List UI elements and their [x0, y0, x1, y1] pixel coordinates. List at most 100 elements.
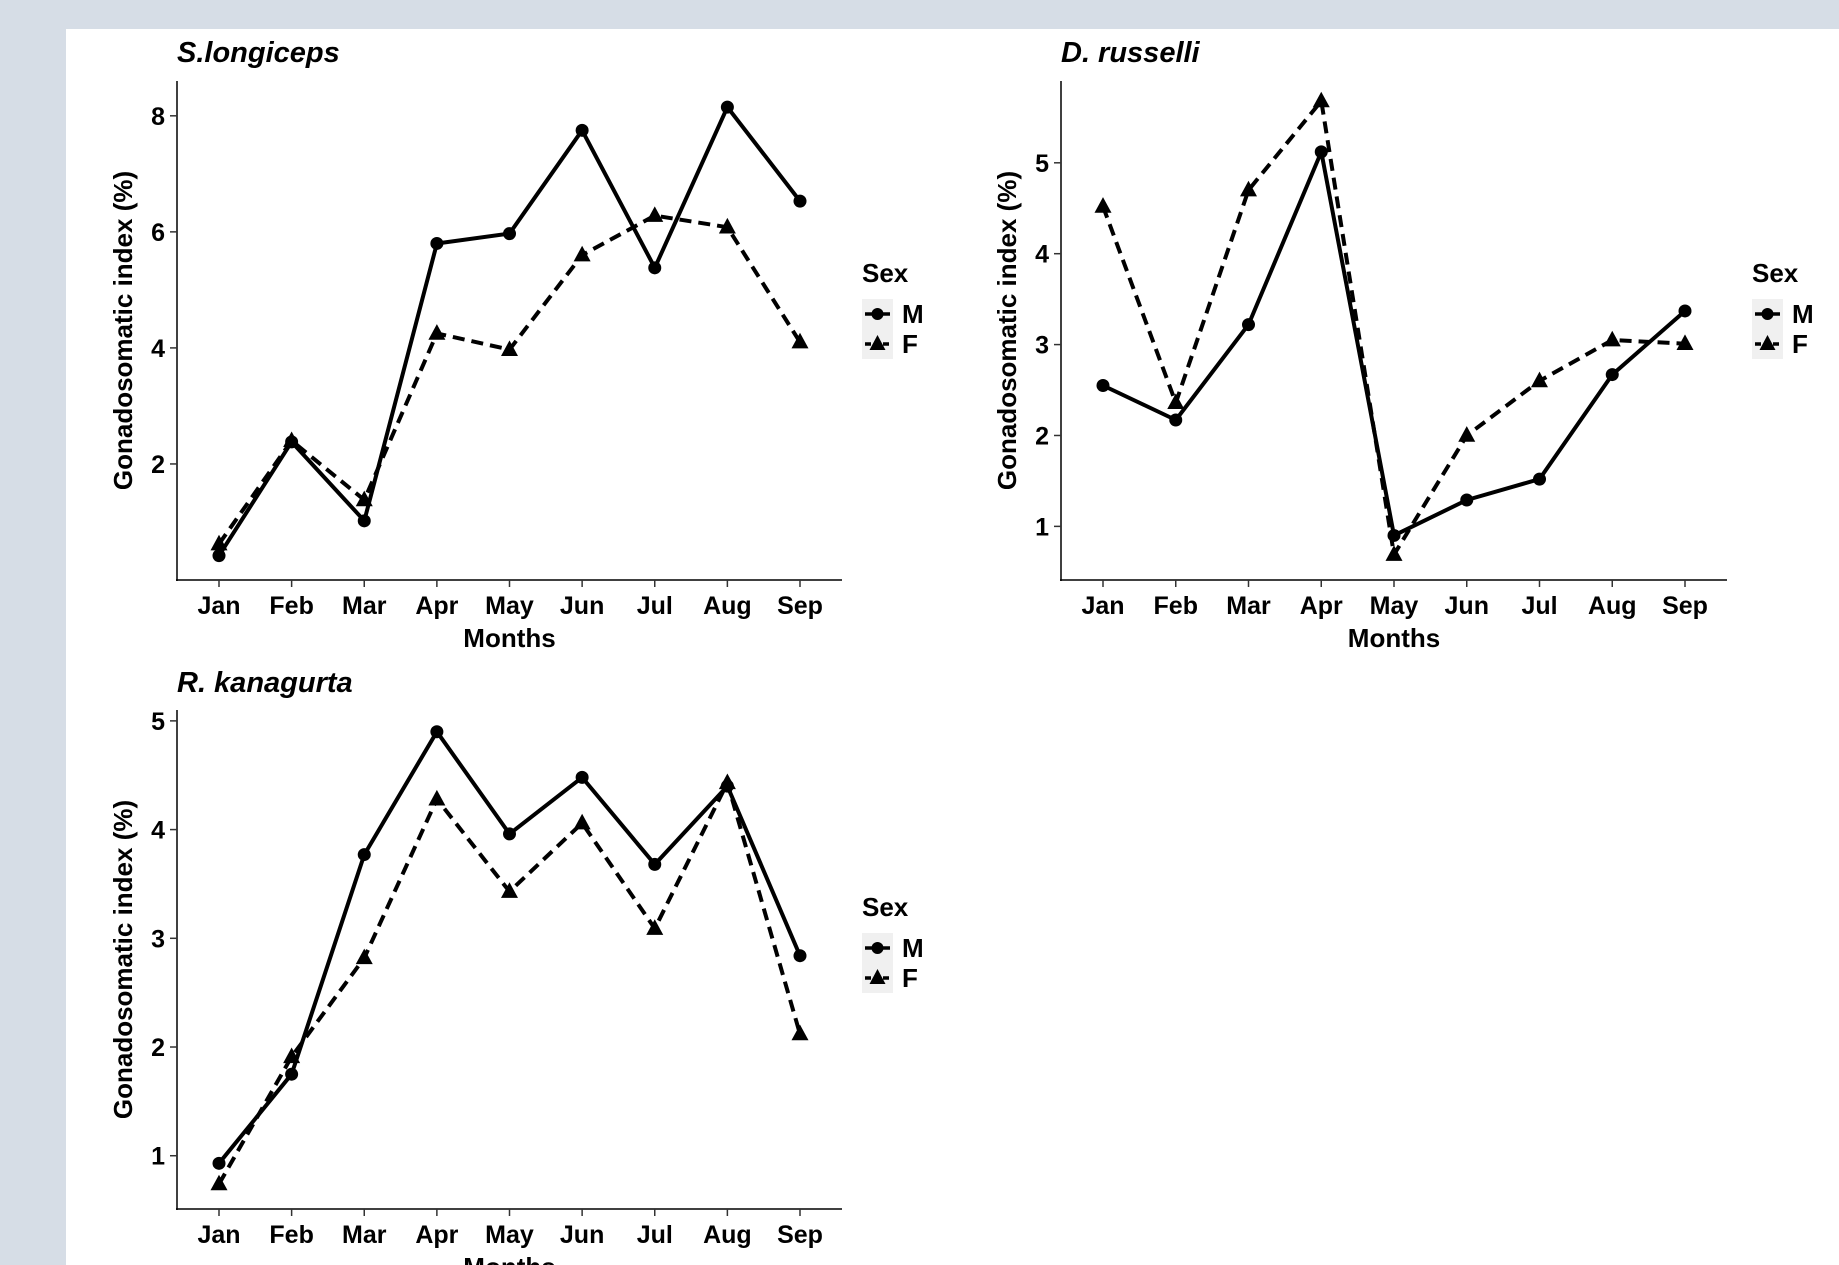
panel-3-series-m-point	[793, 949, 807, 963]
panel-1-series-m-line	[217, 105, 802, 557]
panel-2-series-f-point	[1458, 426, 1476, 442]
panel-1-legend-key-m-marker	[871, 308, 884, 320]
panel-1-x-tick-label: Mar	[342, 592, 387, 620]
panel-2-x-tick-label: Mar	[1226, 592, 1271, 620]
panel-1-x-tick-label: Feb	[269, 592, 313, 620]
panel-1-series-f-point	[428, 324, 446, 340]
panel-2-x-tick-label: Jun	[1445, 592, 1489, 620]
panel-2-y-tick-label: 2	[1035, 422, 1049, 450]
panel-1-series-m-point	[212, 549, 226, 563]
panel-3-series-m-line	[217, 729, 802, 1165]
panel-1-series-f-point	[646, 206, 664, 222]
panel-3-series-m-point	[503, 827, 516, 841]
panel-2-series-m-point	[1096, 378, 1110, 392]
panel-2-legend-label-f: F	[1792, 329, 1808, 359]
panel-2-series-m-point	[1242, 318, 1255, 332]
panel-2-legend-title: Sex	[1752, 258, 1799, 288]
panel-2-series-m-line	[1102, 149, 1687, 538]
panel-2-x-tick-label: Aug	[1588, 592, 1637, 620]
figure-area: S.longiceps 2 4 6 8 Jan Feb Mar Apr May Jun Jul Aug S…	[66, 29, 1839, 1265]
panel-1-series-m-point	[720, 100, 734, 114]
panel-3-legend-key-f-marker	[869, 969, 886, 984]
panel-2-x-tick-label: Sep	[1662, 592, 1708, 620]
panel-2-series-f-point	[1167, 393, 1185, 410]
panel-3-series-m-point	[357, 848, 371, 862]
panel-3-series-m-point	[648, 857, 662, 871]
panel-1-series-m-point	[430, 236, 444, 250]
panel-1-x-tick-label: Jun	[560, 592, 604, 620]
figure-canvas: S.longiceps 2 4 6 8 Jan Feb Mar Apr May Jun Jul Aug S…	[40, 0, 1839, 1265]
panel-3-y-tick-label: 1	[151, 1143, 165, 1171]
panel-3-y-tick-label: 5	[151, 708, 165, 736]
panel-2-series-f-point	[1676, 334, 1694, 350]
panel-2-y-tick-label: 4	[1035, 241, 1049, 269]
panel-1-series-m-point	[648, 261, 662, 275]
panel-3-title: R. kanagurta	[177, 667, 353, 699]
panel-2-series-f-point	[1240, 180, 1257, 197]
panel-3-series-f-point	[718, 773, 736, 790]
panel-3-series-f-point	[573, 813, 591, 830]
panel-1-y-tick-label: 8	[151, 103, 165, 131]
panel-1-y-tick-label: 4	[151, 335, 165, 363]
panel-2-x-tick-label: Apr	[1300, 592, 1343, 620]
panel-3-x-tick-label: Jun	[560, 1221, 604, 1249]
panel-2-series-f-point	[1531, 371, 1548, 388]
panel-3-series-m-point	[212, 1156, 226, 1170]
panel-3-legend-title: Sex	[862, 892, 909, 922]
panel-3-x-tick-label: May	[485, 1221, 534, 1249]
panel-3-series-f-point	[355, 948, 373, 965]
panel-2-x-tick-label: Jan	[1081, 592, 1124, 620]
panel-2-series-m-point	[1605, 368, 1619, 382]
panel-3-y-tick-label: 2	[151, 1034, 165, 1062]
panel-1-series-f-point	[718, 217, 736, 234]
panel-3-series-f-point	[791, 1024, 809, 1041]
panel-1-series-f-line	[217, 213, 802, 546]
panel-3-legend-label-m: M	[902, 933, 924, 963]
panel-2-series-f-line	[1101, 99, 1686, 557]
panel-1-series-f-point	[355, 490, 373, 507]
panel-1-series-f-point	[791, 332, 809, 349]
panel-2-series-m-point	[1169, 413, 1183, 427]
panel-1: S.longiceps 2 4 6 8 Jan Feb Mar Apr May Jun Jul Aug S…	[108, 37, 924, 653]
panel-2-series-f-point	[1312, 91, 1330, 108]
panel-2-series-f-point	[1385, 545, 1403, 561]
chart-figure-svg: S.longiceps 2 4 6 8 Jan Feb Mar Apr May Jun Jul Aug S…	[108, 37, 1814, 1265]
panel-3-series-m-point	[430, 725, 444, 739]
panel-3-series-f-point	[501, 882, 518, 898]
panel-1-legend-label-f: F	[902, 329, 918, 359]
panel-2-series-m-point	[1314, 145, 1328, 159]
panel-2-legend-key-m-marker	[1761, 308, 1774, 320]
panel-3-x-tick-label: Sep	[777, 1221, 823, 1249]
panel-1-legend-label-m: M	[902, 299, 924, 329]
panel-2-y-axis-title: Gonadosomatic index (%)	[992, 171, 1022, 490]
panel-3-series-m-point	[575, 770, 589, 784]
panel-3-legend-key-m-marker	[871, 942, 884, 954]
panel-1-series-f-point	[501, 340, 518, 356]
panel-2-series-m-point	[1678, 304, 1692, 318]
panel-1-series-f-point	[573, 245, 591, 262]
panel-1-series-m-point	[503, 227, 516, 241]
panel-2-legend-label-m: M	[1792, 299, 1814, 329]
panel-2-series-m-point	[1533, 472, 1546, 486]
panel-2-series-f-point	[1603, 330, 1621, 347]
panel-1-title: S.longiceps	[177, 37, 340, 69]
panel-1-x-tick-label: May	[485, 592, 534, 620]
panel-3-x-tick-label: Jan	[197, 1221, 240, 1249]
panel-3-series-f-point	[210, 1174, 228, 1191]
panel-3-x-tick-label: Feb	[269, 1221, 313, 1249]
panel-2-legend-key-f-marker	[1759, 335, 1776, 350]
panel-3-x-tick-label: Apr	[415, 1221, 458, 1249]
panel-2-y-tick-label: 3	[1035, 332, 1049, 360]
panel-1-x-tick-label: Sep	[777, 592, 823, 620]
panel-2-x-tick-label: Jul	[1521, 592, 1557, 620]
panel-1-series-m-point	[793, 194, 807, 208]
panel-2-x-tick-label: May	[1370, 592, 1419, 620]
panel-2-title: D. russelli	[1061, 37, 1201, 69]
panel-1-series-f-point	[283, 431, 301, 448]
panel-1-legend: Sex MF	[862, 258, 924, 359]
panel-2-y-tick-label: 5	[1035, 150, 1049, 178]
panel-1-series-m-point	[357, 514, 371, 528]
panel-1-x-axis-title: Months	[463, 623, 555, 653]
panel-2-series-f-point	[1094, 197, 1112, 213]
panel-3-legend: Sex MF	[862, 892, 924, 993]
